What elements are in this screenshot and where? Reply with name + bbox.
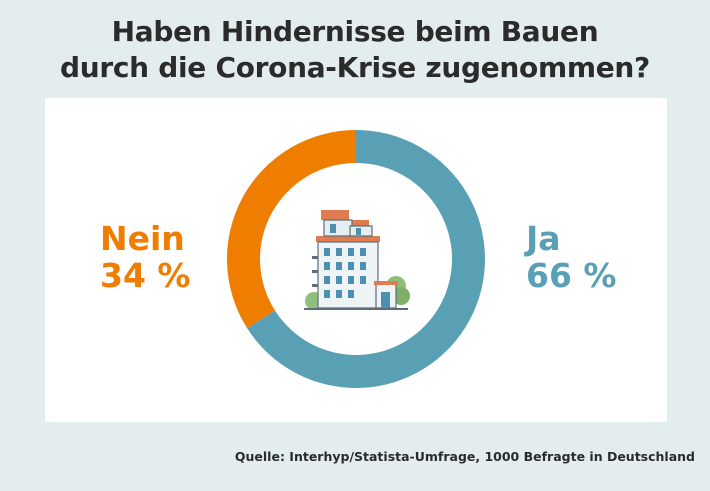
label-ja-name: Ja xyxy=(526,219,561,258)
source-note: Quelle: Interhyp/Statista-Umfrage, 1000 … xyxy=(234,449,695,464)
chart-title-line-1: Haben Hindernisse beim Bauen xyxy=(111,15,599,48)
label-ja: Ja 66 % xyxy=(526,220,616,294)
chart-title: Haben Hindernisse beim Bauen durch die C… xyxy=(0,14,710,86)
donut-slices xyxy=(226,130,485,389)
chart-title-line-2: durch die Corona-Krise zugenommen? xyxy=(60,51,650,84)
slice-nein xyxy=(226,130,356,329)
apartment-building-icon xyxy=(304,210,410,310)
label-nein-value: 34 % xyxy=(100,256,191,295)
label-nein: Nein 34 % xyxy=(100,220,190,294)
label-ja-value: 66 % xyxy=(526,256,617,295)
label-nein-name: Nein xyxy=(100,219,185,258)
